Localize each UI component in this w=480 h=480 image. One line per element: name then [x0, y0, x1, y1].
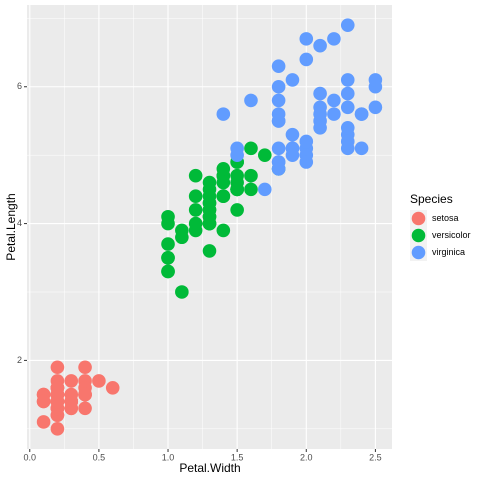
point — [271, 141, 286, 156]
point — [230, 182, 244, 197]
point — [175, 285, 189, 299]
x-tick-label: 2.0 — [300, 452, 313, 462]
point — [313, 86, 327, 101]
point — [216, 223, 231, 238]
point — [36, 415, 51, 429]
point — [271, 79, 286, 94]
point — [202, 209, 217, 224]
point — [313, 38, 327, 53]
point — [285, 73, 300, 87]
point — [161, 237, 175, 251]
x-tick-label: 1.5 — [231, 452, 244, 462]
point — [340, 73, 355, 87]
point — [216, 189, 231, 204]
point — [78, 401, 92, 416]
point — [188, 203, 203, 217]
point — [285, 127, 300, 142]
point — [285, 148, 300, 162]
x-tick-label: 0.0 — [24, 452, 37, 462]
point — [36, 394, 51, 409]
point — [202, 196, 217, 210]
point — [216, 175, 231, 190]
point — [202, 175, 217, 190]
point — [161, 209, 175, 224]
point — [271, 93, 286, 108]
x-axis-title: Petal.Width — [179, 461, 240, 475]
point — [78, 387, 92, 402]
point — [161, 250, 175, 265]
point — [299, 32, 314, 46]
point — [175, 230, 189, 245]
point — [368, 100, 383, 115]
x-tick-label: 0.5 — [93, 452, 106, 462]
point — [354, 107, 369, 121]
point — [354, 141, 369, 156]
legend-label: versicolor — [432, 230, 471, 240]
point — [340, 86, 355, 101]
point — [271, 59, 286, 74]
point — [340, 121, 355, 135]
point — [92, 374, 106, 388]
y-tick-label: 4 — [17, 218, 22, 228]
point — [244, 141, 258, 156]
point — [368, 73, 383, 87]
point — [216, 162, 231, 176]
point — [327, 32, 341, 46]
legend-marker — [411, 228, 426, 243]
point — [64, 394, 79, 409]
points — [36, 18, 383, 436]
point — [340, 100, 355, 115]
point — [216, 107, 231, 121]
point — [50, 360, 65, 375]
y-tick-label: 2 — [17, 355, 22, 365]
point — [188, 189, 203, 204]
point — [340, 18, 355, 32]
point — [188, 168, 203, 183]
point — [271, 162, 286, 176]
legend-label: virginica — [432, 247, 465, 257]
point — [50, 394, 65, 409]
point — [299, 134, 314, 149]
point — [244, 93, 258, 108]
point — [258, 182, 272, 197]
point — [202, 244, 217, 258]
legend-marker — [411, 211, 426, 226]
legend-title: Species — [410, 192, 453, 206]
point — [244, 168, 258, 183]
point — [340, 134, 355, 149]
point — [230, 141, 244, 156]
x-tick-label: 2.5 — [369, 452, 382, 462]
point — [50, 422, 65, 436]
point — [327, 93, 341, 108]
point — [271, 114, 286, 128]
point — [188, 216, 203, 231]
point — [64, 374, 79, 388]
point — [161, 264, 175, 279]
point — [78, 360, 92, 375]
point — [230, 168, 244, 183]
legend-marker — [411, 245, 426, 260]
point — [299, 52, 314, 67]
point — [230, 203, 244, 217]
point — [299, 155, 314, 169]
point — [313, 121, 327, 135]
point — [105, 380, 120, 395]
y-axis-title: Petal.Length — [4, 193, 18, 260]
point — [327, 107, 341, 121]
legend-label: setosa — [432, 213, 459, 223]
y-tick-label: 6 — [17, 81, 22, 91]
x-tick-label: 1.0 — [162, 452, 175, 462]
point — [244, 182, 258, 197]
point — [258, 148, 272, 162]
point — [313, 107, 327, 121]
